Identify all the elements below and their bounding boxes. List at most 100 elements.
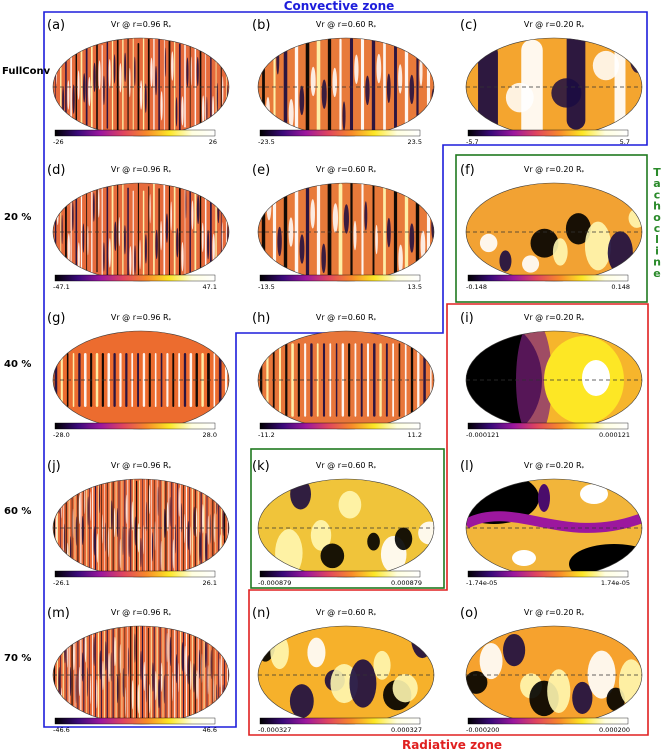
panel-letter: (a) xyxy=(47,18,65,33)
colorbar-min-label: -47.1 xyxy=(53,283,70,291)
map-panel-g: (g) Vr @ r=0.96 R* -28.0 28.0 xyxy=(47,311,230,439)
colorbar-max-label: 13.5 xyxy=(408,283,422,291)
tachocline-letter: o xyxy=(653,211,661,224)
colorbar-max-label: 0.000879 xyxy=(391,579,422,587)
tachocline-letter: T xyxy=(653,166,661,179)
map-field xyxy=(466,331,642,429)
row-label-fullconv: FullConv xyxy=(2,66,51,77)
map-panel-h: (h) Vr @ r=0.60 R* -11.2 11.2 xyxy=(252,311,435,439)
radiative-zone-title: Radiative zone xyxy=(402,738,502,752)
convective-zone-title: Convective zone xyxy=(284,0,395,13)
panel-letter: (i) xyxy=(460,311,474,326)
colorbar xyxy=(54,570,216,578)
row-label-20: 20 % xyxy=(4,212,31,223)
colorbar-max-label: 26.1 xyxy=(203,579,217,587)
panel-title: Vr @ r=0.96 R* xyxy=(111,165,172,176)
panel-letter: (d) xyxy=(47,163,65,178)
colorbar-min-label: -46.6 xyxy=(53,726,70,734)
panel-title: Vr @ r=0.20 R* xyxy=(524,165,585,176)
colorbar xyxy=(259,274,421,282)
panel-letter: (o) xyxy=(460,606,478,621)
panel-title: Vr @ r=0.20 R* xyxy=(524,461,585,472)
colorbar-min-label: -26.1 xyxy=(53,579,70,587)
panel-title: Vr @ r=0.60 R* xyxy=(316,20,377,31)
map-panel-n: (n) Vr @ r=0.60 R* -0.000327 0.000327 xyxy=(252,606,435,734)
row-label-40: 40 % xyxy=(4,359,31,370)
panel-letter: (f) xyxy=(460,163,475,178)
panel-title: Vr @ r=0.60 R* xyxy=(316,608,377,619)
tachocline-letter: n xyxy=(653,256,661,269)
panel-letter: (g) xyxy=(47,311,65,326)
panel-title: Vr @ r=0.96 R* xyxy=(111,461,172,472)
panel-title: Vr @ r=0.20 R* xyxy=(524,608,585,619)
map-panel-a: (a) Vr @ r=0.96 R* -26 26 xyxy=(47,18,230,146)
panel-title: Vr @ r=0.96 R* xyxy=(111,608,172,619)
tachocline-letter: c xyxy=(654,188,661,201)
colorbar xyxy=(54,129,216,137)
colorbar-max-label: 47.1 xyxy=(203,283,217,291)
panel-title: Vr @ r=0.60 R* xyxy=(316,461,377,472)
colorbar-max-label: 5.7 xyxy=(620,138,630,146)
panel-letter: (n) xyxy=(252,606,270,621)
colorbar xyxy=(467,717,629,725)
map-panel-b: (b) Vr @ r=0.60 R* -23.5 23.5 xyxy=(252,18,435,146)
colorbar xyxy=(54,422,216,430)
colorbar xyxy=(259,570,421,578)
colorbar-min-label: -0.000879 xyxy=(258,579,291,587)
map-panel-f: (f) Vr @ r=0.20 R* -0.148 0.148 xyxy=(460,163,643,291)
panel-letter: (e) xyxy=(252,163,270,178)
colorbar xyxy=(467,274,629,282)
colorbar-min-label: -26 xyxy=(53,138,64,146)
colorbar-max-label: 28.0 xyxy=(203,431,217,439)
map-field xyxy=(258,38,434,136)
map-panel-l: (l) Vr @ r=0.20 R* -1.74e-05 1.74e-05 xyxy=(460,459,643,587)
colorbar xyxy=(467,129,629,137)
map-panel-i: (i) Vr @ r=0.20 R* -0.000121 0.000121 xyxy=(460,311,643,439)
panel-letter: (c) xyxy=(460,18,477,33)
panel-letter: (l) xyxy=(460,459,474,474)
colorbar-max-label: 0.000200 xyxy=(599,726,630,734)
colorbar xyxy=(259,717,421,725)
tachocline-letter: e xyxy=(653,267,660,280)
row-label-70: 70 % xyxy=(4,653,31,664)
colorbar xyxy=(54,717,216,725)
colorbar-max-label: 0.148 xyxy=(611,283,630,291)
tachocline-box-k xyxy=(250,448,445,589)
row-label-60: 60 % xyxy=(4,506,31,517)
panel-title: Vr @ r=0.96 R* xyxy=(111,20,172,31)
colorbar-max-label: 11.2 xyxy=(408,431,422,439)
colorbar xyxy=(259,422,421,430)
colorbar-min-label: -0.148 xyxy=(466,283,487,291)
colorbar-min-label: -0.000200 xyxy=(466,726,499,734)
colorbar-min-label: -0.000327 xyxy=(258,726,291,734)
panel-letter: (j) xyxy=(47,459,61,474)
panel-title: Vr @ r=0.20 R* xyxy=(524,20,585,31)
colorbar-max-label: 0.000327 xyxy=(391,726,422,734)
colorbar-min-label: -0.000121 xyxy=(466,431,499,439)
panel-letter: (h) xyxy=(252,311,270,326)
map-panel-k: (k) Vr @ r=0.60 R* -0.000879 0.000879 xyxy=(252,459,435,587)
colorbar xyxy=(467,422,629,430)
map-panel-c: (c) Vr @ r=0.20 R* -5.7 5.7 xyxy=(460,18,643,146)
panel-title: Vr @ r=0.20 R* xyxy=(524,313,585,324)
tachocline-box-f xyxy=(455,154,648,303)
panel-letter: (m) xyxy=(47,606,70,621)
colorbar xyxy=(467,570,629,578)
radiative-zone-box xyxy=(248,303,649,736)
tachocline-letter: h xyxy=(653,200,661,213)
panel-title: Vr @ r=0.60 R* xyxy=(316,165,377,176)
map-panel-j: (j) Vr @ r=0.96 R* -26.1 26.1 xyxy=(47,459,230,587)
colorbar-min-label: -28.0 xyxy=(53,431,70,439)
colorbar-min-label: -5.7 xyxy=(466,138,479,146)
map-panel-m: (m) Vr @ r=0.96 R* -46.6 46.6 xyxy=(47,606,230,734)
panel-letter: (k) xyxy=(252,459,270,474)
map-panel-e: (e) Vr @ r=0.60 R* -13.5 13.5 xyxy=(252,163,435,291)
convective-zone-box xyxy=(43,11,648,728)
colorbar-max-label: 26 xyxy=(209,138,217,146)
tachocline-letter: a xyxy=(653,177,660,190)
colorbar-min-label: -11.2 xyxy=(258,431,275,439)
panel-title: Vr @ r=0.96 R* xyxy=(111,313,172,324)
panel-letter: (b) xyxy=(252,18,270,33)
map-field xyxy=(53,38,229,136)
colorbar xyxy=(259,129,421,137)
